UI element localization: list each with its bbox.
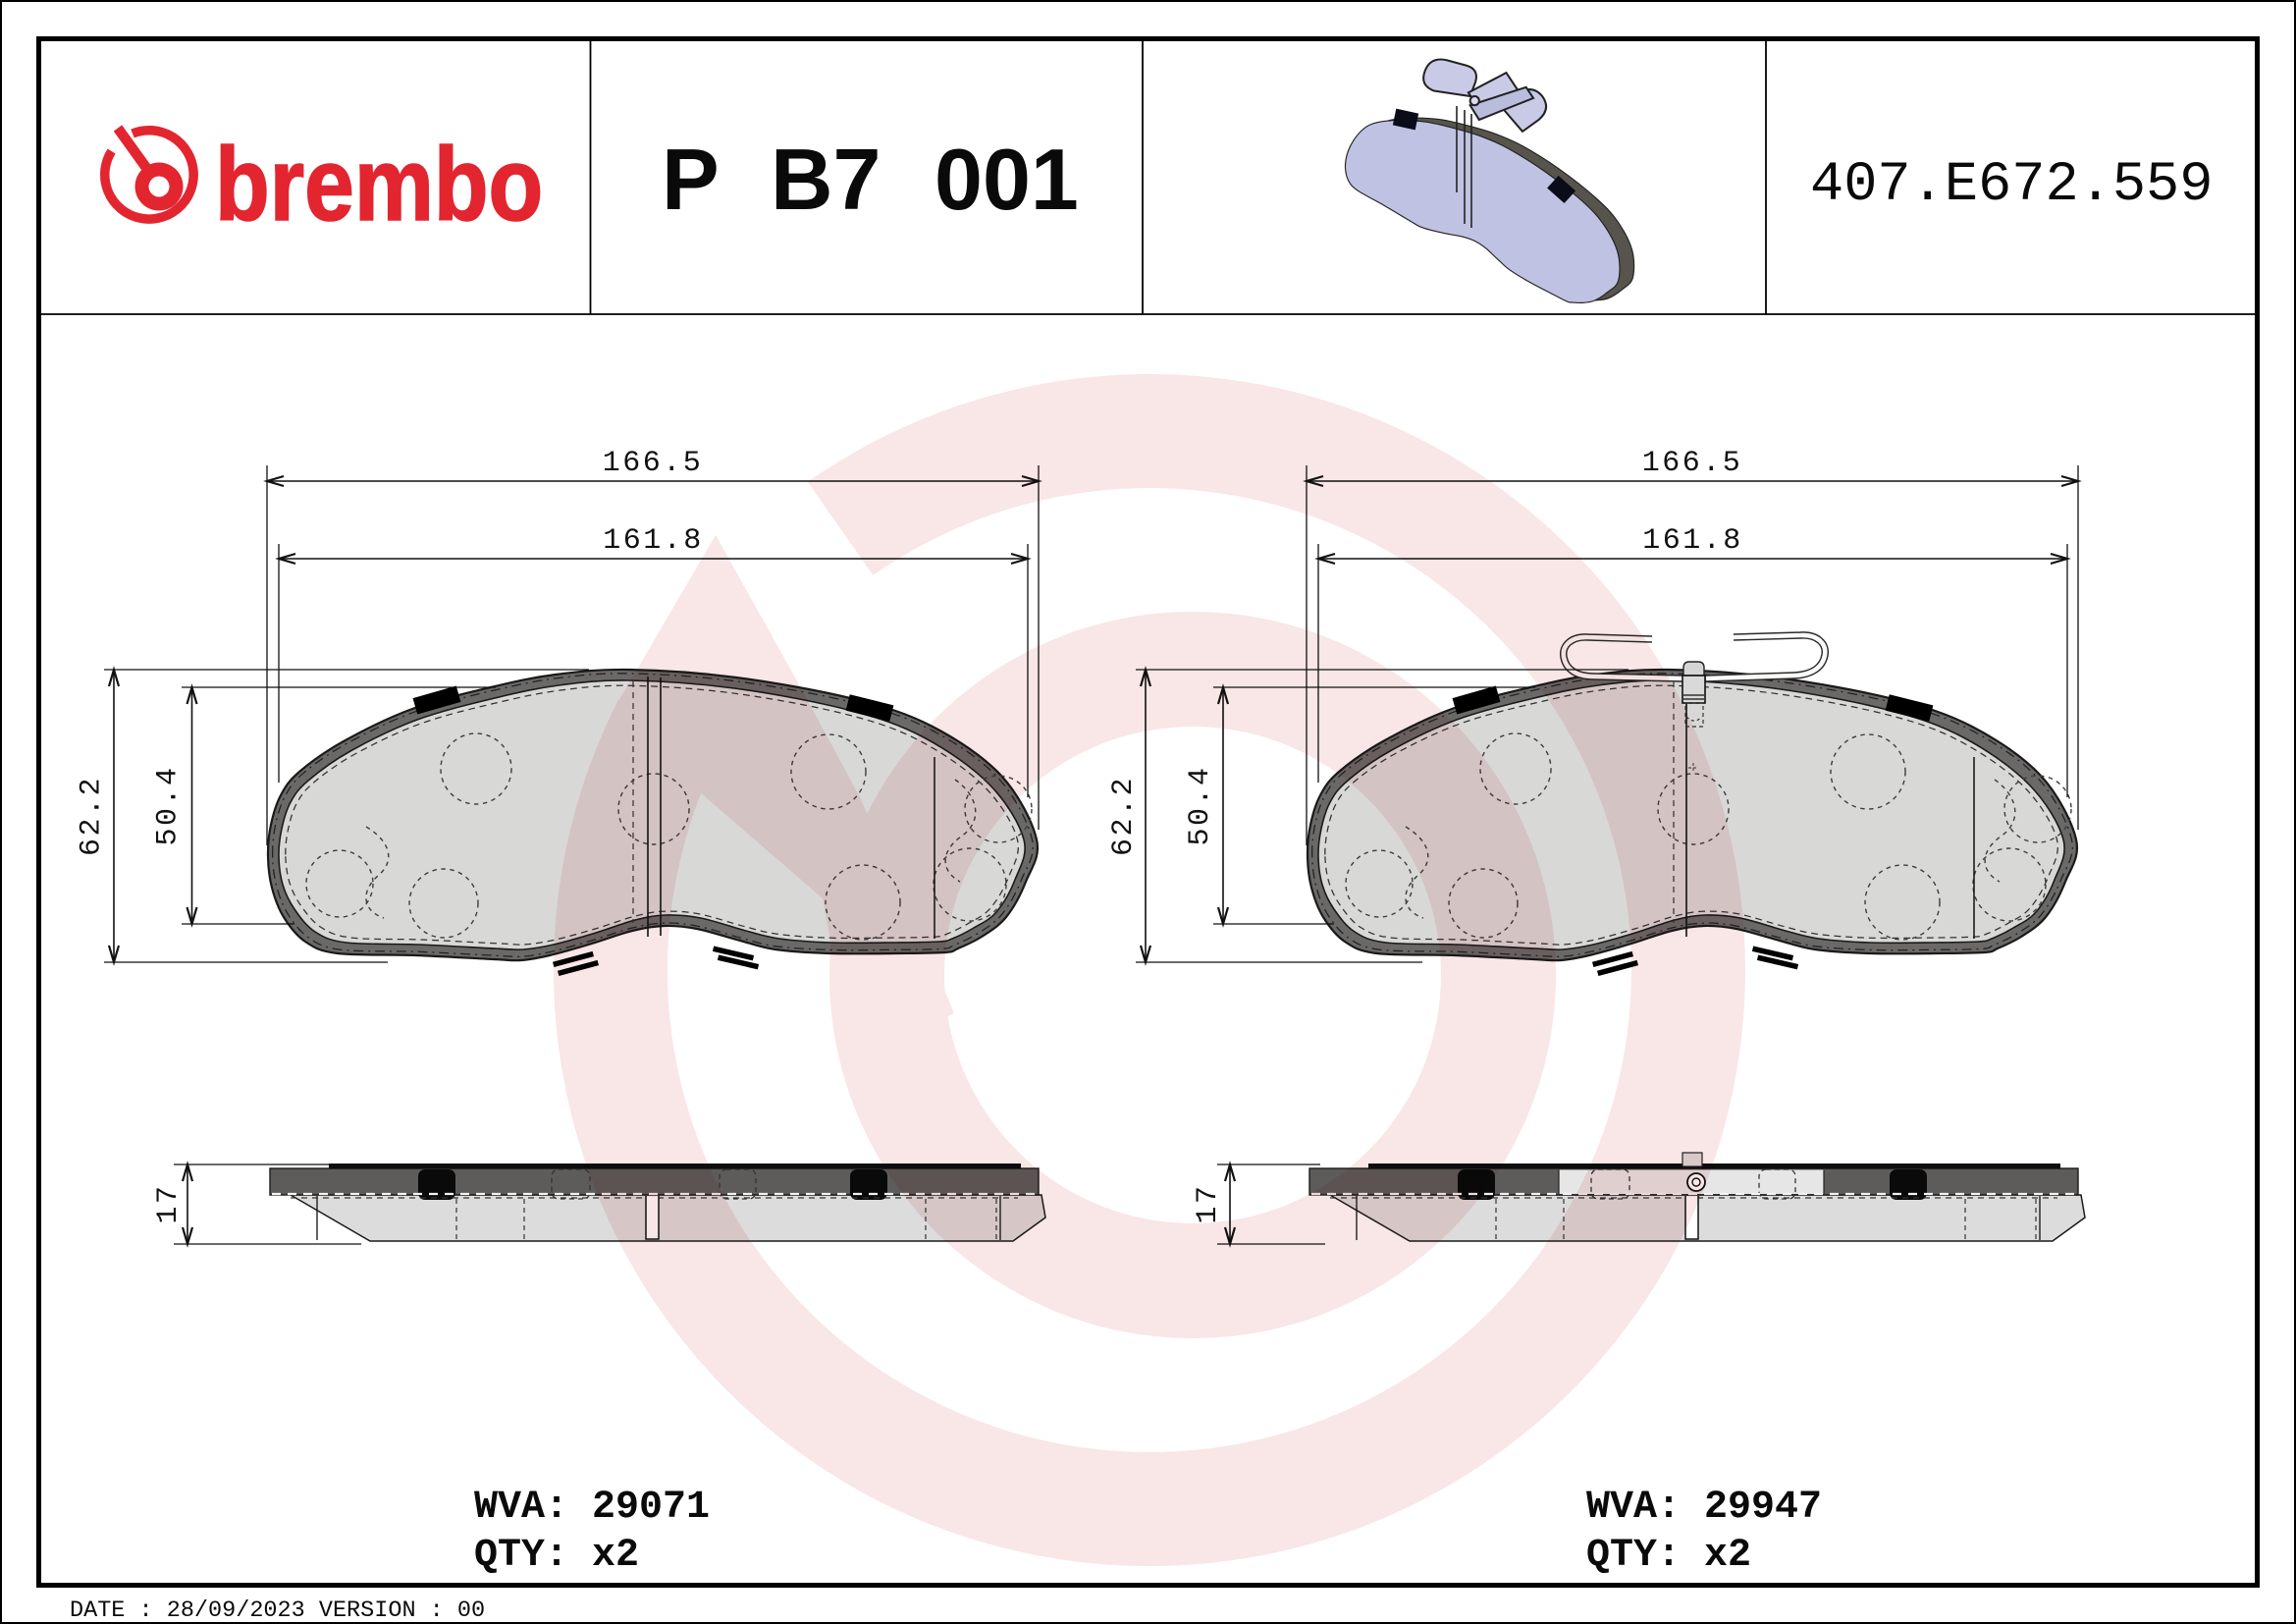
svg-text:166.5: 166.5 [603,447,704,480]
svg-text:62.2: 62.2 [1107,776,1141,856]
svg-text:001: 001 [934,131,1079,228]
svg-text:QTY: x2: QTY: x2 [474,1534,639,1578]
svg-text:50.4: 50.4 [152,765,186,845]
svg-text:50.4: 50.4 [1184,765,1217,845]
svg-text:WVA: 29071: WVA: 29071 [474,1486,710,1530]
svg-text:DATE : 28/09/2023 VERSION : 00: DATE : 28/09/2023 VERSION : 00 [70,1597,485,1624]
svg-text:B7: B7 [771,131,881,228]
svg-text:161.8: 161.8 [603,524,704,558]
svg-text:161.8: 161.8 [1642,524,1743,558]
svg-text:QTY: x2: QTY: x2 [1586,1534,1751,1578]
svg-text:P: P [662,131,720,228]
svg-text:17: 17 [1192,1183,1225,1223]
svg-text:166.5: 166.5 [1642,447,1743,480]
svg-text:WVA: 29947: WVA: 29947 [1586,1486,1822,1530]
svg-text:17: 17 [152,1183,186,1223]
svg-text:62.2: 62.2 [76,776,109,856]
svg-text:brembo: brembo [215,127,543,243]
svg-text:407.E672.559: 407.E672.559 [1810,154,2213,217]
